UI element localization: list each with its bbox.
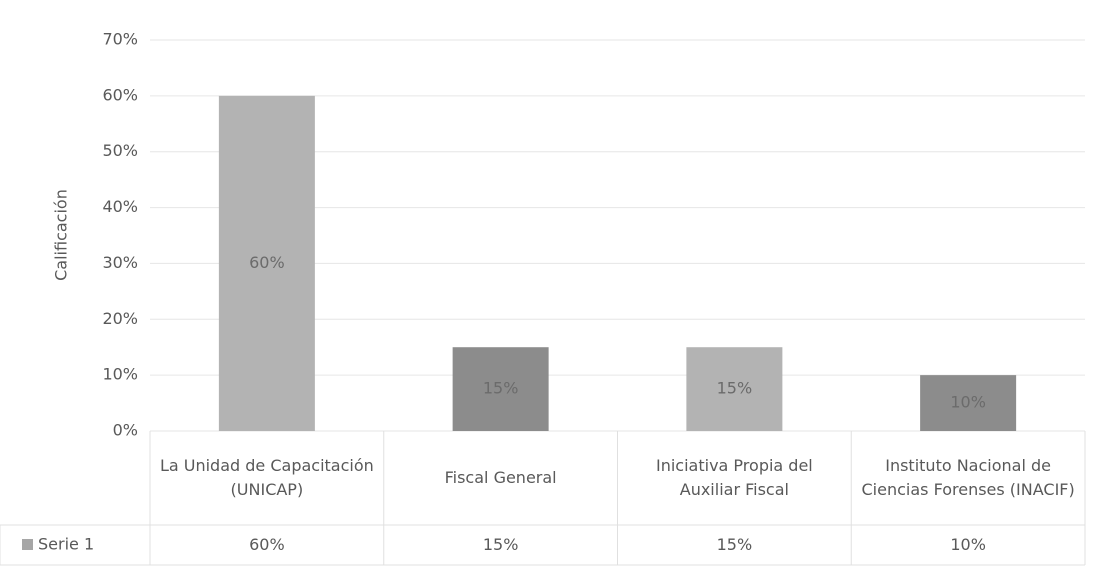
- table-value: 15%: [716, 535, 753, 554]
- y-tick-label: 0%: [113, 421, 138, 440]
- data-label: 15%: [717, 379, 753, 398]
- y-tick-label: 50%: [102, 141, 138, 160]
- y-tick-label: 40%: [102, 197, 138, 216]
- x-tick-label: Iniciativa Propia del Auxiliar Fiscal: [656, 456, 813, 499]
- y-tick-label: 10%: [102, 365, 138, 384]
- y-tick-label: 20%: [102, 309, 138, 328]
- table-value: 60%: [249, 535, 285, 554]
- y-tick-label: 60%: [102, 85, 138, 104]
- x-tick-label: La Unidad de Capacitación (UNICAP): [159, 456, 374, 499]
- data-label: 10%: [950, 393, 986, 412]
- y-tick-label: 30%: [102, 253, 138, 272]
- legend-label: Serie 1: [38, 535, 94, 554]
- data-label: 60%: [249, 253, 285, 272]
- data-label: 15%: [483, 379, 519, 398]
- x-tick-label: Instituto Nacional de Ciencias Forenses …: [861, 456, 1075, 499]
- bar: [218, 95, 315, 431]
- table-value: 15%: [482, 535, 519, 554]
- bar: [686, 347, 783, 431]
- bar: [452, 347, 549, 431]
- legend-swatch: [22, 539, 33, 550]
- bar: [920, 375, 1017, 431]
- y-axis-label: Calificación: [52, 189, 71, 281]
- x-tick-label: Fiscal General: [444, 468, 557, 487]
- table-value: 10%: [950, 535, 986, 554]
- y-tick-label: 70%: [102, 30, 138, 49]
